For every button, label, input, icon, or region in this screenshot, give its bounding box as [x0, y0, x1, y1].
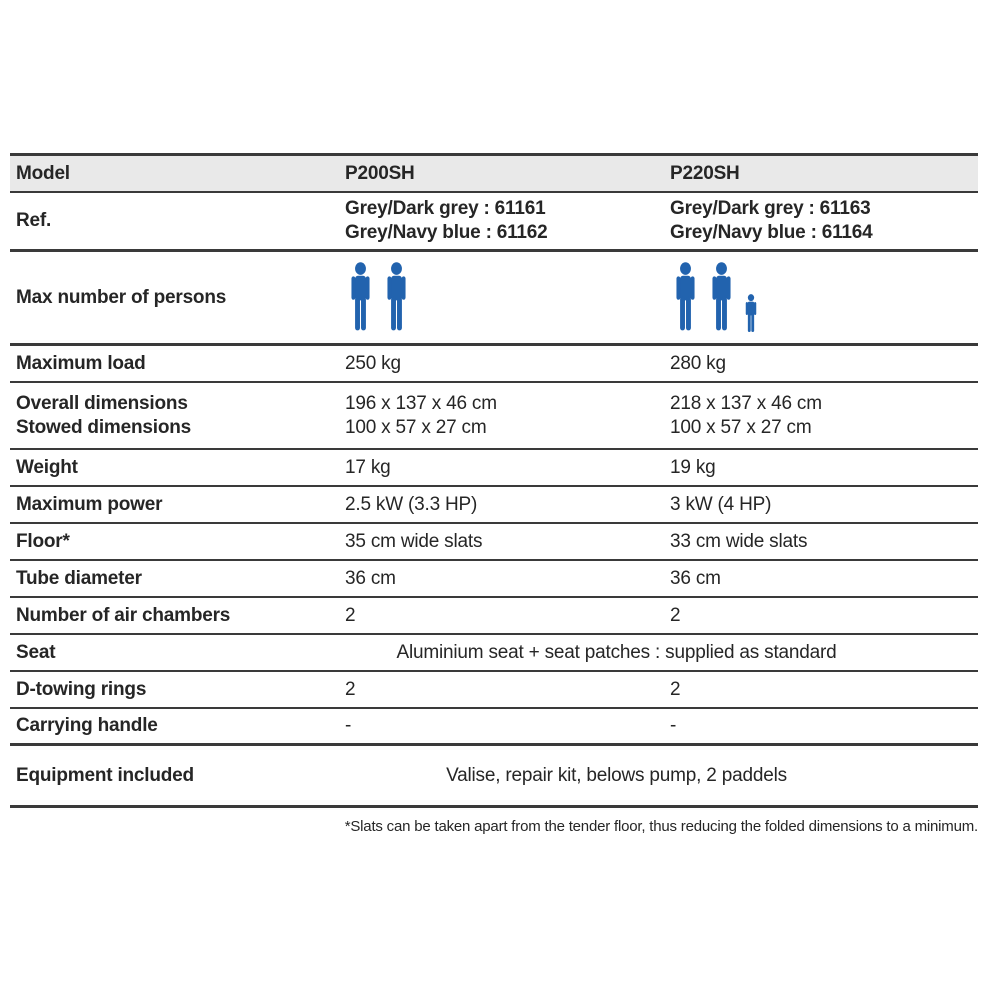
weight-label: Weight	[16, 456, 78, 478]
tube-diameter-col1: 36 cm	[345, 567, 396, 589]
ref-color-text: Grey/Navy blue :	[670, 222, 817, 243]
dimensions-row: Overall dimensions Stowed dimensions 196…	[10, 383, 978, 450]
seat-span-value: Aluminium seat + seat patches : supplied…	[396, 641, 837, 663]
ref-number: 61162	[496, 222, 548, 243]
maximum-load-row: Maximum load 250 kg 280 kg	[10, 346, 978, 383]
ref-row: Ref. Grey/Dark grey :61161 Grey/Navy blu…	[10, 193, 978, 252]
person-child-icon	[745, 293, 757, 332]
ref-line: Grey/Dark grey :61163	[670, 197, 978, 221]
dimensions-col2: 218 x 137 x 46 cm 100 x 57 x 27 cm	[670, 389, 978, 443]
weight-col1: 17 kg	[345, 456, 391, 478]
persons-icons-col1	[345, 261, 670, 334]
air-chambers-row: Number of air chambers 2 2	[10, 598, 978, 635]
d-towing-rings-label: D-towing rings	[16, 678, 147, 700]
d-towing-rings-col2: 2	[670, 678, 681, 700]
weight-col2: 19 kg	[670, 456, 716, 478]
carrying-handle-col1: -	[345, 715, 352, 737]
overall-dimensions-col2: 218 x 137 x 46 cm	[670, 392, 822, 414]
ref-line: Grey/Navy blue :61164	[670, 221, 978, 245]
floor-label: Floor*	[16, 530, 70, 552]
air-chambers-col1: 2	[345, 604, 356, 626]
max-persons-row: Max number of persons	[10, 252, 978, 346]
floor-col2: 33 cm wide slats	[670, 530, 808, 552]
person-adult-icon	[387, 261, 406, 330]
ref-col2-value: Grey/Dark grey :61163 Grey/Navy blue :61…	[670, 194, 978, 248]
air-chambers-label: Number of air chambers	[16, 604, 231, 626]
slats-footnote: *Slats can be taken apart from the tende…	[344, 818, 978, 835]
tube-diameter-row: Tube diameter 36 cm 36 cm	[10, 561, 978, 598]
carrying-handle-row: Carrying handle - -	[10, 709, 978, 746]
equipment-included-row: Equipment included Valise, repair kit, b…	[10, 746, 978, 808]
carrying-handle-label: Carrying handle	[16, 715, 158, 737]
ref-number: 61164	[821, 222, 873, 243]
maximum-power-row: Maximum power 2.5 kW (3.3 HP) 3 kW (4 HP…	[10, 487, 978, 524]
stowed-dimensions-col1: 100 x 57 x 27 cm	[345, 416, 487, 438]
maximum-power-label: Maximum power	[16, 493, 163, 515]
equipment-included-label: Equipment included	[16, 764, 194, 786]
equipment-included-value: Valise, repair kit, belows pump, 2 padde…	[446, 764, 787, 786]
maximum-load-col2: 280 kg	[670, 352, 726, 374]
ref-line: Grey/Dark grey :61161	[345, 197, 670, 221]
model-col1-value: P200SH	[345, 162, 415, 184]
maximum-power-col2: 3 kW (4 HP)	[670, 493, 772, 515]
maximum-load-label: Maximum load	[16, 352, 146, 374]
floor-col1: 35 cm wide slats	[345, 530, 483, 552]
ref-color-text: Grey/Navy blue :	[345, 222, 492, 243]
ref-label: Ref.	[16, 210, 52, 232]
d-towing-rings-col1: 2	[345, 678, 356, 700]
persons-icons-col2	[670, 261, 978, 334]
model-header-row: Model P200SH P220SH	[10, 156, 978, 193]
carrying-handle-col2: -	[670, 715, 677, 737]
d-towing-rings-row: D-towing rings 2 2	[10, 672, 978, 709]
person-adult-icon	[676, 261, 695, 330]
weight-row: Weight 17 kg 19 kg	[10, 450, 978, 487]
overall-dimensions-col1: 196 x 137 x 46 cm	[345, 392, 497, 414]
tube-diameter-col2: 36 cm	[670, 567, 721, 589]
ref-color-text: Grey/Dark grey :	[670, 198, 815, 220]
ref-color-text: Grey/Dark grey :	[345, 198, 490, 220]
ref-line: Grey/Navy blue :61162	[345, 221, 670, 245]
stowed-dimensions-col2: 100 x 57 x 27 cm	[670, 416, 812, 438]
seat-row: Seat Aluminium seat + seat patches : sup…	[10, 635, 978, 672]
person-adult-icon	[351, 261, 370, 330]
floor-row: Floor* 35 cm wide slats 33 cm wide slats	[10, 524, 978, 561]
ref-number: 61161	[494, 198, 546, 220]
maximum-power-col1: 2.5 kW (3.3 HP)	[345, 493, 478, 515]
model-col2-value: P220SH	[670, 162, 740, 184]
model-label: Model	[16, 162, 70, 184]
maximum-load-col1: 250 kg	[345, 352, 401, 374]
ref-col1-value: Grey/Dark grey :61161 Grey/Navy blue :61…	[345, 194, 670, 248]
stowed-dimensions-label: Stowed dimensions	[16, 416, 192, 438]
person-adult-icon	[712, 261, 731, 330]
overall-dimensions-label: Overall dimensions	[16, 392, 188, 414]
seat-label: Seat	[16, 641, 56, 663]
max-persons-label: Max number of persons	[16, 286, 227, 308]
dimensions-label: Overall dimensions Stowed dimensions	[10, 389, 345, 443]
product-spec-table: Model P200SH P220SH Ref. Grey/Dark grey …	[10, 153, 978, 835]
ref-number: 61163	[819, 198, 871, 220]
dimensions-col1: 196 x 137 x 46 cm 100 x 57 x 27 cm	[345, 389, 670, 443]
air-chambers-col2: 2	[670, 604, 681, 626]
tube-diameter-label: Tube diameter	[16, 567, 142, 589]
